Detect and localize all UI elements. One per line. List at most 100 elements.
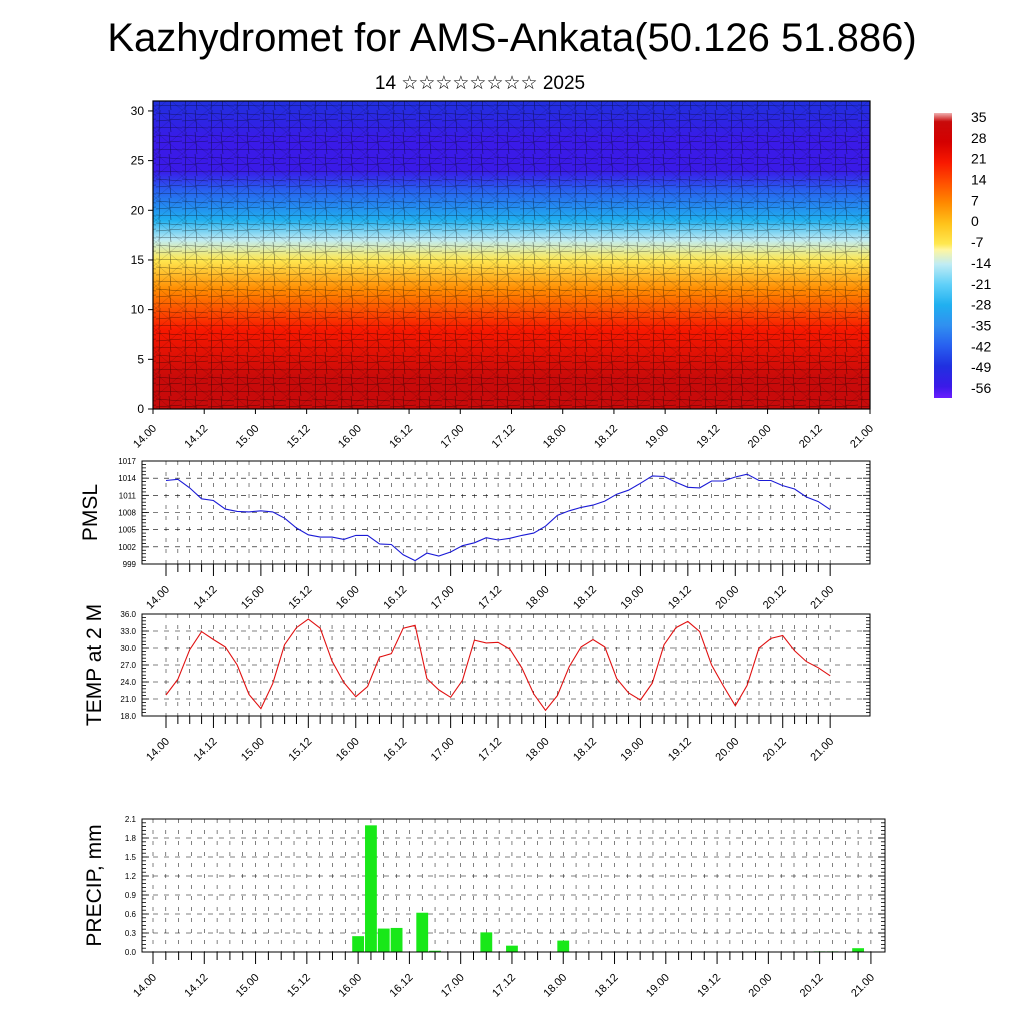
x-tick-label: 14.12 <box>192 584 220 612</box>
x-tick-label: 21.00 <box>808 736 836 764</box>
y-tick-label: 33.0 <box>120 627 136 636</box>
heatmap-x-tick-label: 15.12 <box>285 423 313 451</box>
y-tick-label: 18.0 <box>120 712 136 721</box>
heatmap-x-tick-label: 16.00 <box>336 423 364 451</box>
colorbar-label: 14 <box>971 172 987 188</box>
heatmap-panel: 0 5 10 15 20 25 30 14.00 14.12 15.00 15.12 16.00 16.… <box>131 100 876 451</box>
x-tick-label: 17.12 <box>476 584 504 612</box>
heatmap-y-tick-label: 10 <box>131 303 145 317</box>
colorbar-label: -14 <box>971 255 991 271</box>
x-tick-label: 18.00 <box>541 972 569 1000</box>
x-tick-label: 20.12 <box>761 584 789 612</box>
x-tick-label: 15.12 <box>286 584 314 612</box>
series-line <box>165 473 831 562</box>
colorbar-label: -35 <box>971 317 991 333</box>
y-tick-label: 36.0 <box>120 610 136 619</box>
y-tick-label: 1008 <box>118 509 136 518</box>
colorbar-label: -56 <box>971 380 991 396</box>
x-tick-label: 19.12 <box>666 584 694 612</box>
precip-bar <box>480 932 493 952</box>
y-tick-label: 2.1 <box>125 815 137 824</box>
precip-bar <box>506 945 518 952</box>
x-tick-label: 16.00 <box>334 584 362 612</box>
colorbar-label: -28 <box>971 297 991 313</box>
colorbar-label: 28 <box>971 130 987 146</box>
panel-frame <box>141 460 871 565</box>
temp-panel: 18.0 21.0 24.0 27.0 30.0 33.0 36.0 14.00 14.12 15… <box>83 604 871 764</box>
precip-bar <box>852 948 865 952</box>
wind-streamlines <box>153 101 870 409</box>
x-tick-label: 19.00 <box>619 584 647 612</box>
y-tick-label: 1017 <box>118 457 136 466</box>
heatmap-y-tick-label: 5 <box>137 352 144 366</box>
y-tick-label: 1.8 <box>125 834 137 843</box>
panel-bg <box>142 819 885 952</box>
precip-bar <box>416 912 429 952</box>
precip-bar <box>365 825 377 952</box>
y-tick-label: 1005 <box>118 526 136 535</box>
x-tick-label: 18.00 <box>524 736 552 764</box>
precip-panel: 0.0 0.3 0.6 0.9 1.2 1.5 1.8 2.1 14.00 14.12 15.00 1… <box>83 815 886 1000</box>
x-tick-label: 20.12 <box>798 972 826 1000</box>
y-tick-label: 0.3 <box>125 929 137 938</box>
y-tick-label: 1014 <box>118 474 136 483</box>
x-tick-label: 16.00 <box>334 736 362 764</box>
heatmap-x-tick-label: 14.00 <box>131 423 159 451</box>
y-tick-label: 21.0 <box>120 695 136 704</box>
heatmap-y-tick-label: 0 <box>137 402 144 416</box>
y-tick-label: 24.0 <box>120 678 136 687</box>
x-tick-label: 15.12 <box>285 972 313 1000</box>
x-tick-label: 14.12 <box>192 736 220 764</box>
heatmap-x-tick-label: 20.12 <box>797 423 825 451</box>
precip-bar <box>429 950 441 952</box>
x-tick-label: 21.00 <box>808 584 836 612</box>
precip-bar <box>377 928 390 952</box>
colorbar-label: -7 <box>971 234 984 250</box>
y-tick-label: 1.5 <box>125 853 137 862</box>
x-tick-label: 20.00 <box>713 584 741 612</box>
x-tick-label: 18.00 <box>524 584 552 612</box>
heatmap-y-tick-label: 20 <box>131 203 145 217</box>
colorbar-label: -49 <box>971 359 991 375</box>
heatmap-x-tick-label: 21.00 <box>848 423 876 451</box>
panel-frame <box>141 613 871 717</box>
heatmap-y-tick-label: 25 <box>131 154 145 168</box>
precip-bar <box>390 927 403 952</box>
y-tick-label: 30.0 <box>120 644 136 653</box>
x-tick-label: 16.00 <box>336 972 364 1000</box>
colorbar-label: -21 <box>971 276 991 292</box>
x-tick-label: 20.00 <box>713 736 741 764</box>
heatmap-x-tick-label: 19.12 <box>695 423 723 451</box>
colorbar-label: 21 <box>971 151 987 167</box>
y-tick-label: 1002 <box>118 543 136 552</box>
heatmap-y-tick-label: 30 <box>131 104 145 118</box>
heatmap-x-tick-label: 17.00 <box>438 423 466 451</box>
y-axis-title: TEMP at 2 M <box>83 604 106 726</box>
heatmap-x-tick-label: 20.00 <box>746 423 774 451</box>
x-tick-label: 19.12 <box>695 972 723 1000</box>
colorbar-label: -42 <box>971 338 991 354</box>
x-tick-label: 19.12 <box>666 736 694 764</box>
x-tick-label: 20.00 <box>747 972 775 1000</box>
y-tick-label: 27.0 <box>120 661 136 670</box>
pmsl-panel: 999 1002 1005 1008 1011 1014 1017 14.00 14.12 15.… <box>79 457 871 612</box>
panel-frame <box>141 818 886 953</box>
x-tick-label: 14.00 <box>144 736 172 764</box>
heatmap-x-tick-label: 14.12 <box>182 423 210 451</box>
x-tick-label: 21.00 <box>849 972 877 1000</box>
colorbar-label: 7 <box>971 192 979 208</box>
y-tick-label: 1.2 <box>125 872 137 881</box>
page-subtitle: 14 ☆☆☆☆☆☆☆☆ 2025 <box>374 73 586 94</box>
heatmap-x-tick-label: 18.00 <box>541 423 569 451</box>
heatmap-x-tick-label: 19.00 <box>643 423 671 451</box>
x-tick-label: 15.00 <box>239 736 267 764</box>
heatmap-x-tick-label: 18.12 <box>592 423 620 451</box>
y-tick-label: 1011 <box>119 491 137 500</box>
colorbar-bar <box>934 113 952 398</box>
y-tick-label: 0.0 <box>125 948 137 957</box>
series-line <box>165 618 831 712</box>
x-tick-label: 18.12 <box>571 584 599 612</box>
x-tick-label: 16.12 <box>381 736 409 764</box>
page-title: Kazhydromet for AMS-Ankata(50.126 51.886… <box>107 16 917 60</box>
